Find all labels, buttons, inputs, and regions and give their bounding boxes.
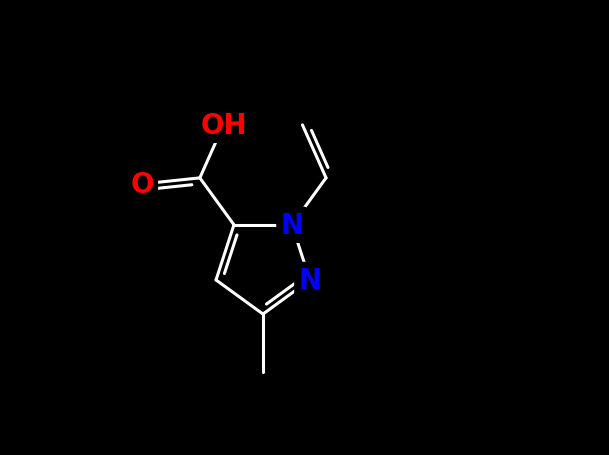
Text: N: N <box>298 266 322 294</box>
Text: O: O <box>130 171 154 198</box>
Text: N: N <box>280 211 303 239</box>
Text: OH: OH <box>200 111 247 140</box>
